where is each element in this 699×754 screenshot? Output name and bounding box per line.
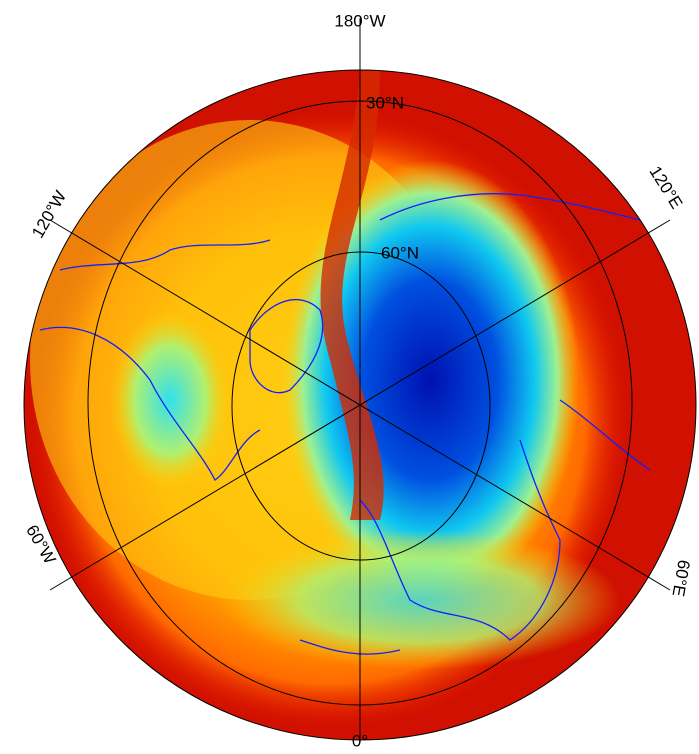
- meridian-label: 120°E: [645, 163, 686, 213]
- meridian-label: 60°E: [668, 558, 693, 598]
- field: [0, 0, 699, 754]
- meridian-label: 120°W: [28, 188, 70, 242]
- meridian-label: 180°W: [334, 11, 385, 30]
- polar-map: 180°W 120°E 60°E 0° 60°W 120°W 30°N 60°N: [0, 0, 699, 754]
- parallel-label: 60°N: [381, 243, 419, 262]
- meridian-label: 0°: [352, 731, 368, 750]
- parallel-label: 30°N: [366, 93, 404, 112]
